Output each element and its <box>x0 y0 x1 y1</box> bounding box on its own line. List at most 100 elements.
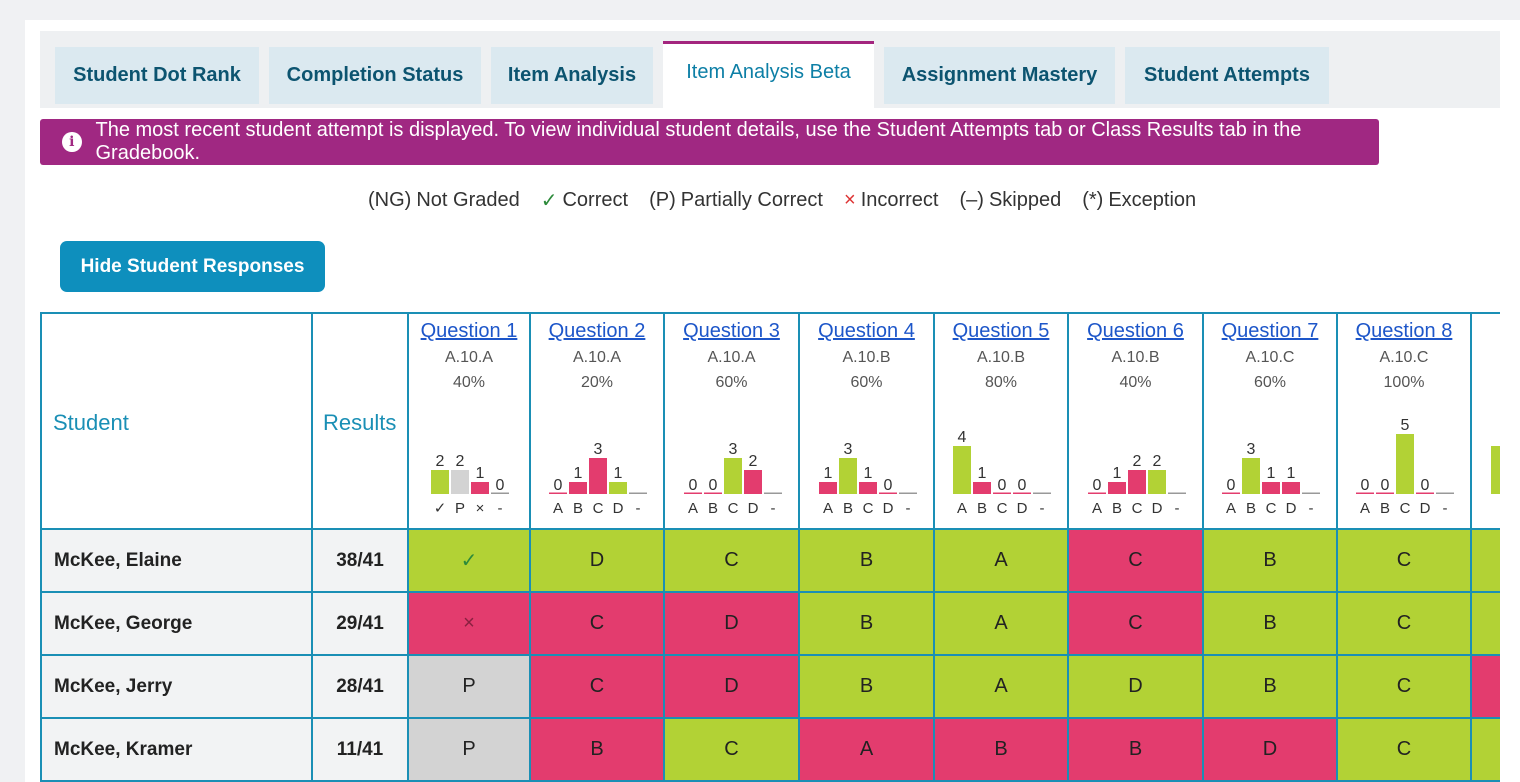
response-value: C <box>1396 675 1412 697</box>
student-name[interactable]: McKee, Jerry <box>40 656 313 719</box>
chart-bar <box>899 492 917 494</box>
question-link[interactable]: Question 7 <box>1221 320 1319 342</box>
response-cell[interactable]: C <box>531 656 665 719</box>
tab-assignment-mastery[interactable]: Assignment Mastery <box>884 47 1115 104</box>
question-header: Question 1 A.10.A 40% 2 ✓ 2 P 1 × 0 - <box>409 312 531 530</box>
question-link[interactable]: Question 6 <box>1087 320 1184 342</box>
response-cell[interactable]: C <box>1338 656 1472 719</box>
response-cell[interactable]: C <box>531 593 665 656</box>
question-link[interactable]: Question 3 <box>683 320 780 342</box>
chart-category-label: A <box>957 500 967 517</box>
chart-bar <box>629 492 647 494</box>
response-cell[interactable]: C <box>1338 530 1472 593</box>
question-link[interactable]: Question 5 <box>952 320 1050 342</box>
response-cell-overflow[interactable] <box>1472 719 1500 782</box>
question-link[interactable]: Question 2 <box>548 320 646 342</box>
response-cell[interactable]: B <box>1069 719 1204 782</box>
response-cell[interactable]: B <box>531 719 665 782</box>
response-cell[interactable]: D <box>1204 719 1338 782</box>
response-value: C <box>724 738 739 760</box>
chart-value-label: 1 <box>476 465 485 482</box>
response-value: C <box>1128 549 1143 571</box>
response-cell[interactable]: P <box>409 656 531 719</box>
chart-category-label: B <box>1380 500 1390 517</box>
chart-bar <box>549 492 567 494</box>
chart-bar <box>973 482 991 494</box>
response-cell[interactable]: D <box>665 656 800 719</box>
question-standard: A.10.C <box>1379 349 1429 366</box>
response-cell[interactable]: P <box>409 719 531 782</box>
chart-bar <box>839 458 857 494</box>
student-header-label: Student <box>53 410 129 435</box>
legend-symbol: (*) <box>1082 188 1104 211</box>
chart-category-label: D <box>1286 500 1297 517</box>
response-cell[interactable]: B <box>935 719 1069 782</box>
question-link[interactable]: Question 8 <box>1355 320 1453 342</box>
response-value: D <box>724 675 739 697</box>
legend-item: ✓ Correct <box>541 188 628 213</box>
response-cell-overflow[interactable] <box>1472 593 1500 656</box>
tab-item-analysis-beta[interactable]: Item Analysis Beta <box>663 41 874 108</box>
question-standard: A.10.A <box>707 349 756 366</box>
student-name[interactable]: McKee, George <box>40 593 313 656</box>
response-cell[interactable]: C <box>1069 593 1204 656</box>
response-cell[interactable]: C <box>1338 593 1472 656</box>
response-value: C <box>724 549 739 571</box>
response-cell[interactable]: B <box>800 530 935 593</box>
chart-bar <box>1491 446 1500 494</box>
response-cell[interactable]: A <box>935 530 1069 593</box>
question-link[interactable]: Question 1 <box>420 320 518 342</box>
item-analysis-table: Student Results Question 1 A.10.A 40% 2 ✓ 2 P 1… <box>40 312 1500 782</box>
chart-category-label: C <box>1132 500 1143 517</box>
response-cell-overflow[interactable] <box>1472 530 1500 593</box>
chart-bar <box>1088 492 1106 494</box>
response-value: B <box>1263 675 1277 697</box>
response-cell[interactable]: B <box>800 656 935 719</box>
question-header: Question 2 A.10.A 20% 0 A 1 B 3 C 1 D - <box>531 312 665 530</box>
response-cell[interactable]: D <box>665 593 800 656</box>
response-cell[interactable]: C <box>665 719 800 782</box>
response-cell[interactable]: B <box>1204 656 1338 719</box>
chart-category-label: D <box>1017 500 1028 517</box>
chart-category-label: B <box>1246 500 1256 517</box>
response-cell[interactable]: ✓ <box>409 530 531 593</box>
response-cell[interactable]: C <box>665 530 800 593</box>
legend-label: Correct <box>562 188 629 211</box>
response-cell-overflow[interactable] <box>1472 656 1500 719</box>
response-cell[interactable]: C <box>1338 719 1472 782</box>
tab-item-analysis[interactable]: Item Analysis <box>491 47 653 104</box>
response-cell[interactable]: A <box>935 593 1069 656</box>
question-header: Question 5 A.10.B 80% 4 A 1 B 0 C 0 D - <box>935 312 1069 530</box>
response-cell[interactable]: B <box>1204 530 1338 593</box>
response-value: A <box>994 675 1008 697</box>
question-header: Question 7 A.10.C 60% 0 A 3 B 1 C 1 D - <box>1204 312 1338 530</box>
results-column-header: Results <box>313 312 409 530</box>
chart-bar <box>764 492 782 494</box>
response-cell[interactable]: A <box>935 656 1069 719</box>
tab-student-attempts[interactable]: Student Attempts <box>1125 47 1329 104</box>
response-cell[interactable]: B <box>800 593 935 656</box>
response-cell[interactable]: D <box>531 530 665 593</box>
chart-value-label: 3 <box>844 441 853 458</box>
tab-completion-status[interactable]: Completion Status <box>269 47 481 104</box>
response-cell[interactable]: C <box>1069 530 1204 593</box>
response-cell[interactable]: A <box>800 719 935 782</box>
response-cell[interactable]: B <box>1204 593 1338 656</box>
question-percent: 40% <box>452 374 486 391</box>
question-link[interactable]: Question 4 <box>818 320 915 342</box>
chart-value-label: 2 <box>1133 453 1142 470</box>
response-cell[interactable]: D <box>1069 656 1204 719</box>
response-cell[interactable]: × <box>409 593 531 656</box>
response-distribution-chart: 0 A 3 B 1 C 1 D - <box>1222 441 1320 517</box>
tab-student-dot-rank[interactable]: Student Dot Rank <box>55 47 259 104</box>
hide-student-responses-button[interactable]: Hide Student Responses <box>60 241 325 292</box>
response-value: C <box>1396 738 1412 760</box>
response-value: C <box>589 612 605 634</box>
info-icon: i <box>62 132 82 152</box>
chart-category-label: A <box>1226 500 1236 517</box>
student-name[interactable]: McKee, Elaine <box>40 530 313 593</box>
chart-category-label: C <box>728 500 739 517</box>
student-name[interactable]: McKee, Kramer <box>40 719 313 782</box>
